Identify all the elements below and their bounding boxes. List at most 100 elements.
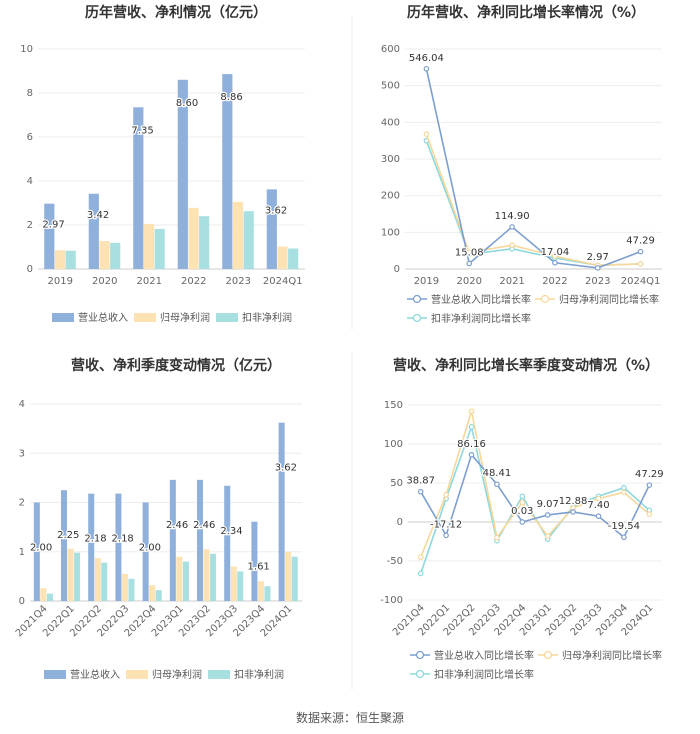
legend-swatch (216, 313, 238, 322)
bar (277, 246, 288, 269)
bar (188, 207, 199, 269)
data-label: 9.07 (537, 499, 559, 510)
bar (143, 223, 155, 269)
y-tick-label: 1 (19, 547, 25, 558)
data-label: 2.46 (193, 520, 215, 531)
data-label: 17.04 (541, 247, 570, 258)
x-tick-label: 2019 (48, 276, 73, 287)
bar (115, 493, 122, 601)
series-point (595, 513, 602, 520)
x-tick-label: 2021 (137, 276, 162, 287)
x-tick-label: 2023 (226, 276, 251, 287)
series-point (509, 242, 515, 248)
bar (142, 502, 149, 601)
series-line (419, 411, 650, 558)
bar (99, 241, 110, 269)
bar (88, 193, 99, 269)
data-label: 2.97 (42, 220, 64, 231)
y-tick-label: 0 (19, 596, 25, 607)
y-tick-label: 100 (384, 439, 403, 450)
data-label: 8.60 (176, 98, 198, 109)
data-label: 2.97 (587, 252, 609, 263)
source-note: 数据来源：恒生聚源 (296, 710, 404, 725)
series-point (595, 495, 602, 502)
bar (40, 588, 47, 601)
bar (203, 549, 210, 601)
x-tick-label: 2020 (92, 276, 117, 287)
bar (101, 562, 108, 601)
bar (199, 216, 210, 269)
series-point (552, 259, 558, 266)
legend-marker (543, 650, 553, 660)
data-label: 12.88 (559, 496, 588, 507)
series-point (443, 532, 449, 539)
data-label: 3.42 (87, 210, 109, 221)
legend-swatch (126, 670, 148, 679)
y-tick-label: 500 (381, 81, 400, 92)
legend-label: 归母净利润同比增长率 (562, 649, 662, 662)
legend-marker (540, 294, 550, 304)
legend-label: 扣非净利润 (242, 311, 292, 324)
legend-label: 归母净利润 (160, 311, 210, 324)
series-point (423, 131, 430, 137)
series-point (466, 260, 473, 267)
series-point (468, 424, 475, 430)
data-label: 2.46 (166, 520, 188, 531)
series-point (544, 533, 551, 539)
data-label: 0.03 (511, 506, 533, 517)
bar (149, 585, 156, 601)
data-label: 2.18 (84, 534, 106, 545)
data-label: 7.35 (131, 125, 153, 136)
y-tick-label: 2 (27, 220, 33, 231)
data-label: 2.18 (112, 534, 134, 545)
bar (133, 107, 144, 269)
series-point (423, 65, 430, 72)
bar (65, 250, 76, 269)
legend-label: 扣非净利润同比增长率 (431, 312, 531, 325)
y-tick-label: 0 (397, 517, 403, 528)
bar (54, 250, 66, 269)
bar (237, 571, 244, 601)
data-label: 1.61 (248, 562, 270, 573)
series-point (417, 554, 424, 560)
x-tick-label: 2024Q1 (263, 276, 303, 287)
y-tick-label: 2 (19, 498, 25, 509)
series-point (544, 512, 551, 518)
series-point (621, 489, 627, 496)
legend-marker (415, 669, 425, 679)
bar (44, 203, 55, 269)
legend-label: 营业总收入 (70, 668, 120, 681)
bar (251, 521, 258, 601)
data-label: 38.87 (406, 476, 435, 487)
data-label: 2.34 (220, 526, 242, 537)
legend-swatch (52, 313, 74, 322)
series-point (417, 570, 424, 577)
legend-label: 归母净利润 (152, 668, 202, 681)
series-point (443, 491, 449, 498)
series-point (621, 534, 627, 541)
y-tick-label: 100 (381, 227, 400, 238)
data-label: 86.16 (457, 439, 486, 450)
data-label: 15.08 (455, 247, 484, 258)
series-point (519, 519, 526, 525)
bar (128, 578, 135, 601)
legend-marker (412, 294, 422, 304)
series-point (621, 484, 627, 491)
data-label: 2.25 (57, 530, 79, 541)
y-tick-label: 0 (27, 264, 33, 275)
bar (197, 479, 204, 601)
bar (232, 201, 244, 269)
bar (176, 556, 183, 601)
data-label: 2.00 (139, 543, 161, 554)
y-tick-label: 400 (381, 117, 400, 128)
chart-title: 营收、净利季度变动情况（亿元） (71, 357, 281, 374)
legend-label: 营业总收入同比增长率 (431, 293, 531, 306)
series-point (494, 481, 500, 488)
bar (264, 586, 271, 601)
legend-label: 扣非净利润同比增长率 (434, 668, 534, 681)
series-line (425, 68, 641, 269)
series-point (519, 499, 526, 506)
y-tick-label: 10 (20, 44, 33, 55)
bar (257, 581, 264, 601)
